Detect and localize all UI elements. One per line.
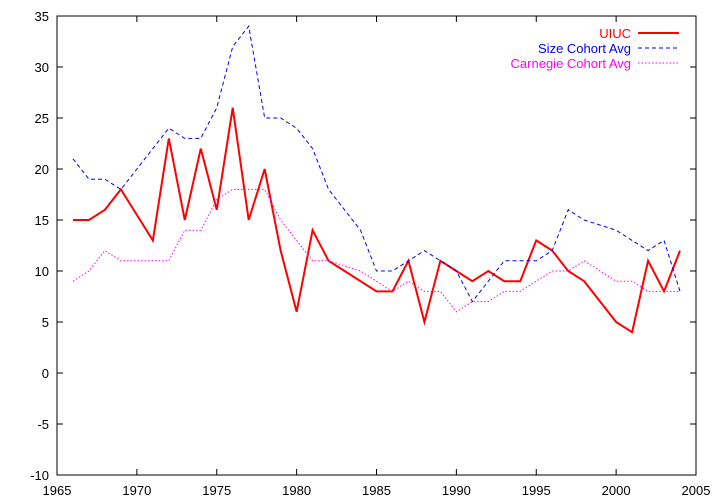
- x-tick-label: 1970: [122, 483, 151, 498]
- x-tick-label: 1995: [522, 483, 551, 498]
- series-lines: [72, 25, 681, 334]
- y-tick-label: 15: [35, 213, 49, 228]
- legend-label-uiuc: UIUC: [599, 26, 631, 41]
- x-tick-label: 1980: [282, 483, 311, 498]
- y-tick-label: 30: [35, 60, 49, 75]
- y-tick-label: 5: [42, 315, 49, 330]
- plot-frame: [56, 15, 697, 476]
- y-tick-label: 10: [35, 264, 49, 279]
- legend-label-size-cohort-avg: Size Cohort Avg: [538, 41, 631, 56]
- y-tick-label: 20: [35, 162, 49, 177]
- x-tick-label: 1985: [362, 483, 391, 498]
- x-tick-label: 2005: [682, 483, 711, 498]
- x-tick-label: 1990: [442, 483, 471, 498]
- series-line-size-cohort-avg: [72, 25, 681, 303]
- series-line-carnegie-cohort-avg: [72, 188, 681, 313]
- y-tick-label: -5: [37, 417, 49, 432]
- axis-ticks: 1965 1970 1975 1980 1985 1990 1995 2000 2005-10-…: [30, 9, 710, 498]
- y-tick-label: 35: [35, 9, 49, 24]
- legend-label-carnegie-cohort-avg: Carnegie Cohort Avg: [511, 56, 631, 71]
- y-tick-label: 25: [35, 111, 49, 126]
- y-tick-label: -10: [30, 468, 49, 483]
- y-tick-label: 0: [42, 366, 49, 381]
- series-line-uiuc: [72, 107, 681, 334]
- x-tick-label: 1965: [43, 483, 72, 498]
- x-tick-label: 2000: [602, 483, 631, 498]
- x-tick-label: 1975: [202, 483, 231, 498]
